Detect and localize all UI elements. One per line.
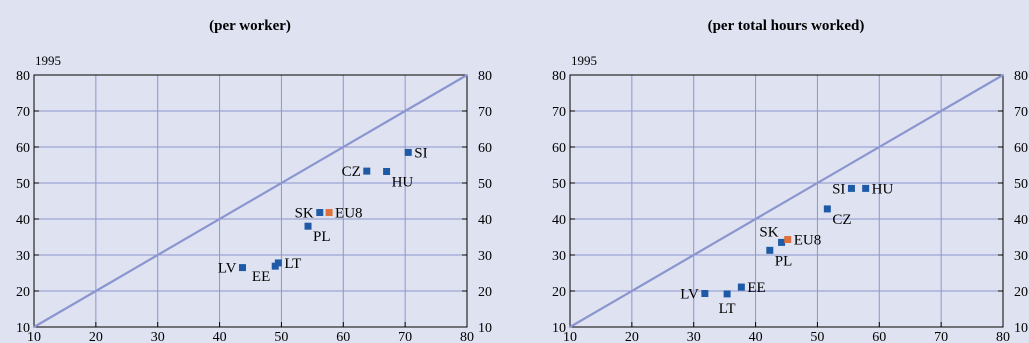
- y-tick-label-right: 20: [478, 285, 492, 300]
- x-tick-label: 60: [336, 330, 350, 343]
- point-label-lt: LT: [284, 256, 301, 272]
- point-label-eu8: EU8: [335, 206, 363, 222]
- x-tick-label: 80: [996, 330, 1010, 343]
- point-label-lv: LV: [680, 287, 699, 303]
- point-label-si: SI: [832, 181, 845, 197]
- y-tick-label-left: 70: [552, 105, 566, 120]
- x-tick-label: 80: [460, 330, 474, 343]
- chart-title: (per worker): [209, 18, 291, 34]
- y-tick-label-right: 20: [1014, 285, 1028, 300]
- data-point-cz: [363, 167, 371, 175]
- y-tick-label-right: 40: [478, 213, 492, 228]
- point-label-ee: EE: [252, 269, 270, 285]
- data-point-pl: [766, 246, 774, 254]
- x-tick-label: 30: [151, 330, 165, 343]
- data-point-hu: [383, 167, 391, 175]
- point-label-lt: LT: [719, 301, 736, 317]
- y-tick-label-right: 60: [478, 141, 492, 156]
- x-tick-label: 50: [810, 330, 824, 343]
- point-label-sk: SK: [759, 224, 778, 240]
- point-label-eu8: EU8: [794, 233, 822, 249]
- data-point-pl: [304, 222, 312, 230]
- point-label-cz: CZ: [342, 164, 361, 180]
- x-tick-label: 40: [213, 330, 227, 343]
- x-tick-label: 70: [398, 330, 412, 343]
- y-tick-label-left: 50: [16, 177, 30, 192]
- y-tick-label-right: 30: [478, 249, 492, 264]
- point-label-pl: PL: [313, 229, 331, 245]
- y-axis-label: 1995: [571, 53, 597, 68]
- point-label-lv: LV: [218, 261, 237, 277]
- y-tick-label-right: 10: [1014, 321, 1028, 336]
- chart-per-hours-worked: (per total hours worked) 10 20 30 40 50 60 70 8…: [552, 18, 1028, 343]
- y-tick-label-left: 80: [552, 69, 566, 84]
- y-tick-label-right: 50: [478, 177, 492, 192]
- y-tick-label-left: 10: [16, 321, 30, 336]
- x-tick-label: 20: [625, 330, 639, 343]
- data-point-cz: [823, 205, 831, 213]
- data-point-eu8: [784, 236, 792, 244]
- data-point-lv: [238, 264, 246, 272]
- x-tick-label: 50: [274, 330, 288, 343]
- data-point-ee: [271, 262, 279, 270]
- data-point-ee: [737, 283, 745, 291]
- y-tick-label-left: 50: [552, 177, 566, 192]
- x-tick-label: 40: [749, 330, 763, 343]
- point-label-pl: PL: [775, 253, 793, 269]
- data-point-sk: [316, 209, 324, 217]
- y-tick-label-left: 40: [552, 213, 566, 228]
- y-axis-label: 1995: [35, 53, 61, 68]
- y-tick-label-right: 50: [1014, 177, 1028, 192]
- x-tick-label: 10: [27, 330, 41, 343]
- data-point-sk: [778, 238, 786, 246]
- y-tick-label-left: 20: [16, 285, 30, 300]
- y-tick-label-right: 70: [1014, 105, 1028, 120]
- y-tick-label-right: 30: [1014, 249, 1028, 264]
- reference-line: [569, 74, 1004, 328]
- y-tick-label-right: 70: [478, 105, 492, 120]
- y-tick-label-left: 30: [16, 249, 30, 264]
- point-label-sk: SK: [295, 206, 314, 222]
- data-point-hu: [862, 184, 870, 192]
- y-tick-label-left: 60: [552, 141, 566, 156]
- point-label-cz: CZ: [832, 212, 851, 228]
- y-tick-label-right: 10: [478, 321, 492, 336]
- reference-line: [33, 74, 468, 328]
- point-label-si: SI: [414, 145, 427, 161]
- point-label-hu: HU: [392, 174, 414, 190]
- y-tick-label-left: 40: [16, 213, 30, 228]
- y-tick-label-right: 80: [478, 69, 492, 84]
- y-tick-label-left: 80: [16, 69, 30, 84]
- plot-frame: [569, 74, 1004, 328]
- data-point-eu8: [325, 209, 333, 217]
- y-tick-label-left: 20: [552, 285, 566, 300]
- data-point-lv: [701, 290, 709, 298]
- x-tick-label: 70: [934, 330, 948, 343]
- y-tick-label-left: 70: [16, 105, 30, 120]
- data-point-si: [847, 184, 855, 192]
- y-tick-label-right: 60: [1014, 141, 1028, 156]
- data-point-si: [404, 148, 412, 156]
- y-tick-label-left: 60: [16, 141, 30, 156]
- data-point-lt: [723, 290, 731, 298]
- point-label-ee: EE: [747, 280, 765, 296]
- plot-frame: [33, 74, 468, 328]
- x-tick-label: 20: [89, 330, 103, 343]
- y-tick-label-right: 40: [1014, 213, 1028, 228]
- x-tick-label: 30: [687, 330, 701, 343]
- y-tick-label-right: 80: [1014, 69, 1028, 84]
- chart-title: (per total hours worked): [708, 18, 865, 34]
- y-tick-label-left: 30: [552, 249, 566, 264]
- y-tick-label-left: 10: [552, 321, 566, 336]
- x-tick-label: 10: [563, 330, 577, 343]
- point-label-hu: HU: [872, 181, 894, 197]
- x-tick-label: 60: [872, 330, 886, 343]
